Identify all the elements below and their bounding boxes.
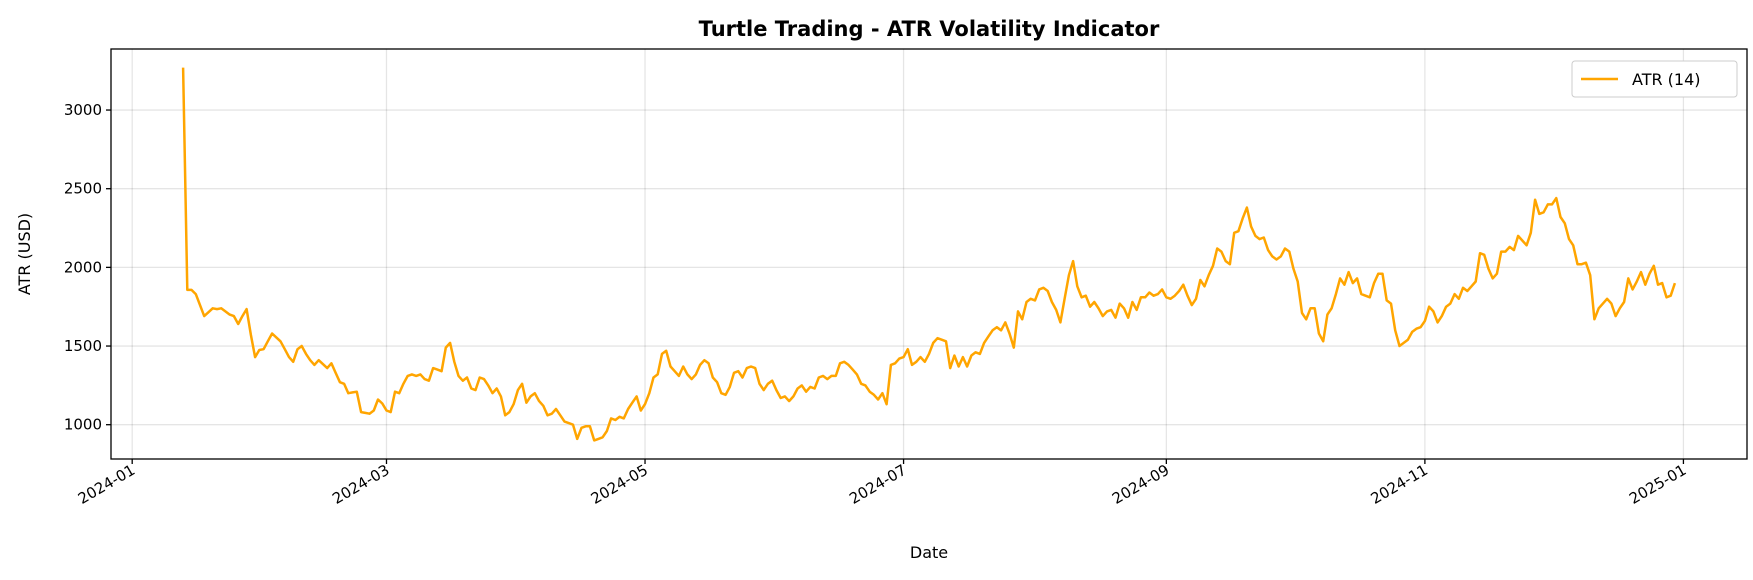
y-tick-label: 2500 (64, 180, 102, 198)
plot-area (181, 67, 1677, 442)
y-axis-label: ATR (USD) (15, 213, 34, 295)
legend-box (1571, 60, 1738, 98)
x-axis-label: Date (910, 543, 948, 562)
x-tick-label: 2024-11 (1368, 461, 1431, 508)
y-tick-label: 3000 (64, 101, 102, 119)
y-axis: 1000 1500 2000 2500 3000 (64, 101, 111, 434)
y-tick-label: 1500 (64, 337, 102, 355)
x-axis: 2024-01 2024-03 2024-05 2024-07 2024-09 2024-… (75, 459, 1689, 508)
series-line-atr-14 (181, 67, 1677, 442)
x-tick-label: 2024-07 (846, 461, 909, 508)
y-tick-label: 1000 (64, 416, 102, 434)
legend-label-atr: ATR (14) (1632, 70, 1701, 89)
x-tick-label: 2024-03 (329, 461, 392, 508)
legend: ATR (14) (1571, 60, 1738, 98)
chart-title: Turtle Trading - ATR Volatility Indicato… (699, 17, 1160, 41)
y-tick-label: 2000 (64, 258, 102, 276)
x-tick-label: 2024-05 (588, 461, 651, 508)
grid (111, 49, 1747, 459)
x-tick-label: 2025-01 (1626, 461, 1689, 508)
x-tick-label: 2024-01 (75, 461, 138, 508)
axes-frame (110, 48, 1748, 460)
x-tick-label: 2024-09 (1109, 461, 1172, 508)
